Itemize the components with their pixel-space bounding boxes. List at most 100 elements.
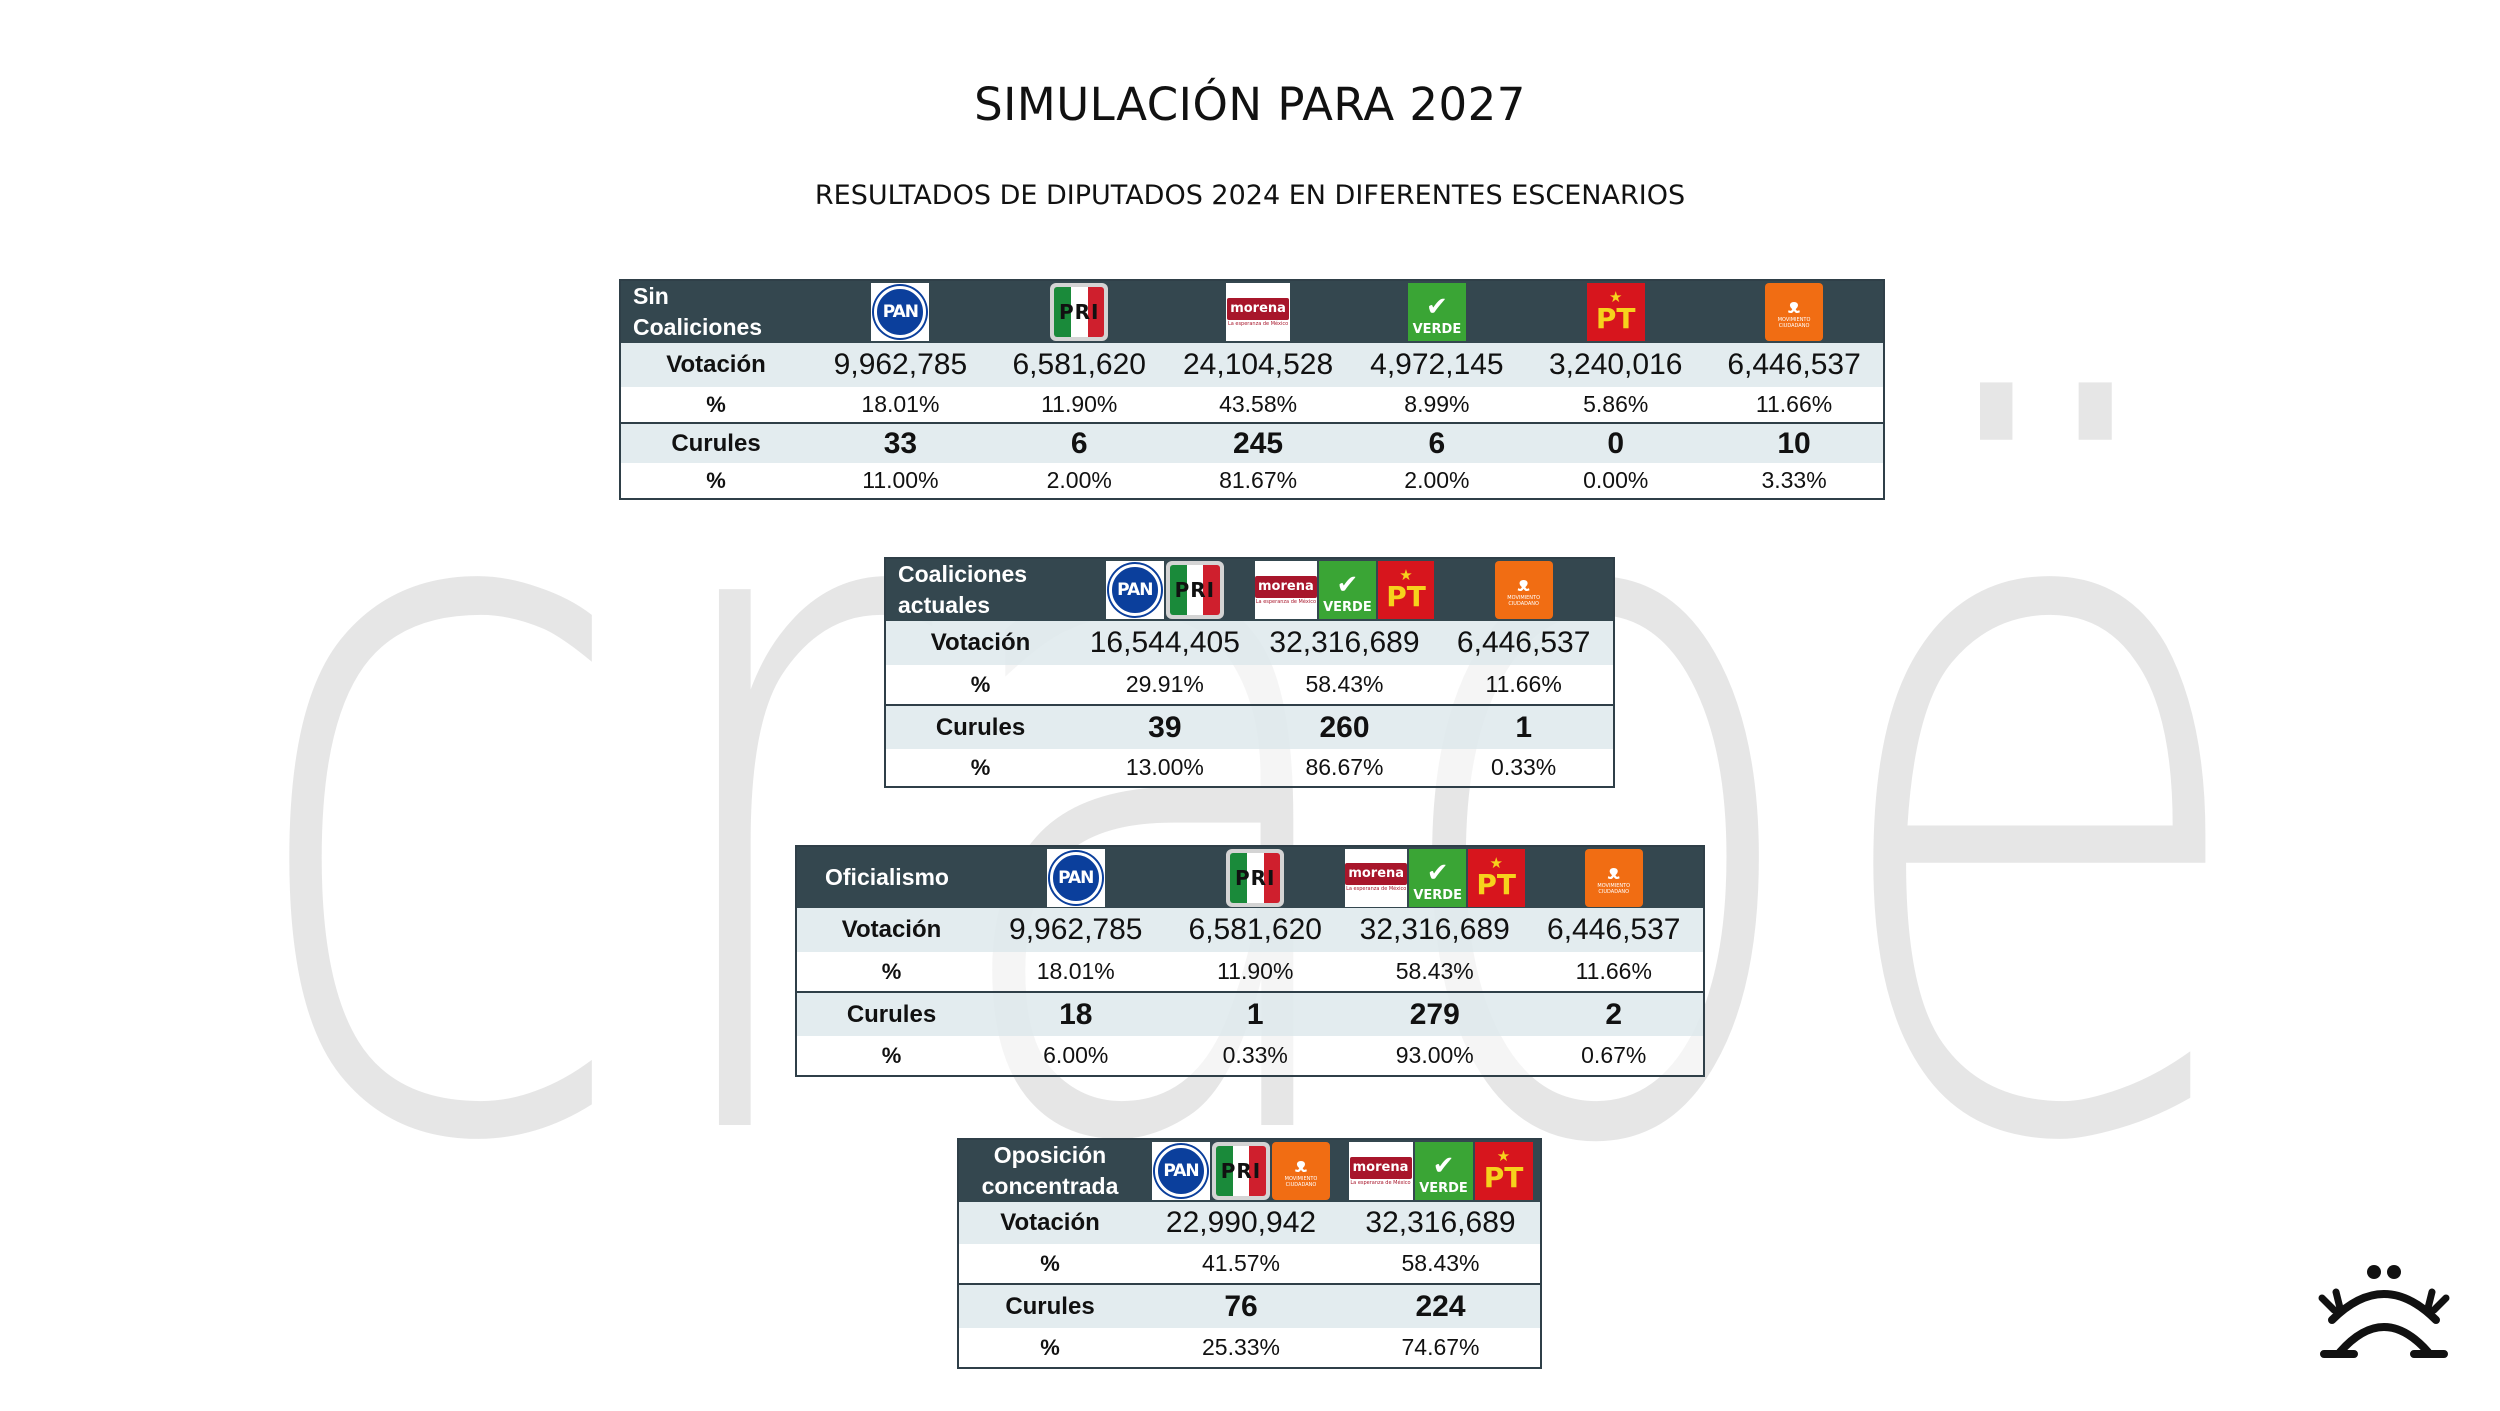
party-logo-cell: ᴥ MOVIMIENTO CIUDADANO	[1434, 558, 1614, 621]
votes-value: 32,316,689	[1345, 908, 1525, 952]
seats-value: 33	[811, 422, 990, 463]
pri-icon: PRI	[1050, 283, 1109, 341]
party-logo-group: ᴥ MOVIMIENTO CIUDADANO	[1434, 561, 1613, 619]
vote-pct-value: 41.57%	[1141, 1244, 1341, 1284]
table-row: % 11.00% 2.00% 81.67% 2.00% 0.00% 3.33%	[620, 463, 1884, 499]
pri-white-band	[1246, 852, 1264, 903]
party-logo-cell: PAN PRI ᴥ MOVIMIENTO CIUDADANO	[1141, 1139, 1341, 1202]
pan-label: PAN	[1049, 851, 1102, 904]
table-oficialismo: Oficialismo PAN PRI morena La esperanza d…	[795, 845, 1705, 1077]
pt-label: PT	[1386, 580, 1426, 613]
pan-icon: PAN	[1152, 1142, 1210, 1200]
votes-value: 9,962,785	[986, 908, 1166, 952]
mc-label: MOVIMIENTO CIUDADANO	[1507, 595, 1541, 607]
seat-pct-value: 2.00%	[989, 463, 1169, 499]
morena-icon: morena La esperanza de México	[1254, 561, 1318, 619]
party-logo-group: ★ PT	[1526, 283, 1705, 341]
seat-pct-value: 81.67%	[1168, 463, 1348, 499]
morena-label: morena	[1227, 297, 1290, 320]
seat-pct-value: 74.67%	[1341, 1328, 1541, 1368]
table-sin-coaliciones: Sin Coaliciones PAN PRI morena La esperan…	[619, 279, 1885, 500]
seat-pct-value: 2.00%	[1347, 463, 1527, 499]
pt-icon: ★ PT	[1474, 1142, 1533, 1200]
pan-label: PAN	[1108, 564, 1161, 616]
verde-label: VERDE	[1419, 1181, 1468, 1196]
party-logo-group: ✔ VERDE	[1347, 283, 1526, 341]
check-mark: ✔	[1426, 857, 1449, 888]
table-oposicion-concentrada: Oposición concentrada PAN PRI ᴥ MOVIMIENTO …	[957, 1138, 1542, 1369]
row-label-pct: %	[796, 952, 986, 992]
seat-pct-value: 0.33%	[1434, 749, 1614, 787]
row-label-pct: %	[620, 463, 811, 499]
vote-pct-value: 58.43%	[1254, 665, 1435, 705]
seats-value: 39	[1075, 704, 1255, 749]
party-logo-cell: PRI	[1165, 846, 1345, 908]
seat-pct-value: 0.33%	[1165, 1036, 1345, 1076]
mc-label: MOVIMIENTO CIUDADANO	[1284, 1176, 1318, 1188]
pri-icon: PRI	[1226, 848, 1285, 907]
row-label-pct: %	[620, 387, 811, 423]
morena-icon: morena La esperanza de México	[1348, 1142, 1413, 1200]
row-label-seats: Curules	[620, 422, 811, 463]
party-logo-cell: ✔ VERDE	[1347, 280, 1527, 343]
pri-white-band	[1186, 565, 1204, 615]
table-row: % 13.00% 86.67% 0.33%	[885, 749, 1614, 787]
pri-label: PRI	[1174, 578, 1216, 602]
party-logo-cell: ᴥ MOVIMIENTO CIUDADANO	[1705, 280, 1884, 343]
seat-pct-value: 86.67%	[1254, 749, 1435, 787]
row-label-pct: %	[958, 1328, 1141, 1368]
pri-green-band	[1216, 1146, 1233, 1196]
eagle-icon: ᴥ	[1787, 294, 1801, 318]
pri-icon: PRI	[1212, 1142, 1270, 1200]
vote-pct-value: 11.90%	[989, 387, 1169, 423]
table-row: % 6.00% 0.33% 93.00% 0.67%	[796, 1036, 1704, 1076]
party-logo-cell: morena La esperanza de México ✔ VERDE ★ PT	[1345, 846, 1525, 908]
seats-value: 0	[1526, 422, 1706, 463]
votes-value: 9,962,785	[811, 343, 990, 387]
morena-tagline: La esperanza de México	[1350, 1179, 1411, 1186]
party-logo-cell: PAN	[986, 846, 1166, 908]
pt-label: PT	[1476, 867, 1517, 901]
party-logo-group: ᴥ MOVIMIENTO CIUDADANO	[1525, 848, 1704, 907]
seats-value: 76	[1141, 1283, 1341, 1328]
party-logo-cell: PAN	[811, 280, 990, 343]
check-mark: ✔	[1432, 1151, 1455, 1181]
seats-value: 1	[1434, 704, 1614, 749]
star-icon: ★	[1399, 566, 1413, 584]
seats-value: 6	[989, 422, 1169, 463]
morena-tagline: La esperanza de México	[1227, 320, 1289, 327]
table-row: Curules 33 6 245 6 0 10	[620, 422, 1884, 463]
table-row: % 25.33% 74.67%	[958, 1328, 1541, 1368]
votes-value: 6,446,537	[1524, 908, 1704, 952]
pri-green-band	[1054, 287, 1071, 337]
seat-pct-value: 13.00%	[1075, 749, 1255, 787]
scenario-title: Oposición concentrada	[958, 1139, 1141, 1202]
row-label-votes: Votación	[620, 343, 811, 387]
vote-pct-value: 58.43%	[1341, 1244, 1541, 1284]
table-coaliciones-actuales: Coaliciones actuales PAN PRI morena La esp…	[884, 557, 1615, 788]
verde-label: VERDE	[1413, 887, 1462, 903]
seat-pct-value: 0.67%	[1524, 1036, 1704, 1076]
pt-label: PT	[1483, 1161, 1524, 1194]
pri-label: PRI	[1220, 1159, 1262, 1183]
party-logo-group: PRI	[990, 283, 1169, 341]
pan-icon: PAN	[871, 283, 930, 341]
table-row: Votación 9,962,785 6,581,620 24,104,528 …	[620, 343, 1884, 387]
party-logo-group: morena La esperanza de México ✔ VERDE ★ PT	[1345, 848, 1525, 907]
pan-icon: PAN	[1046, 848, 1105, 907]
morena-icon: morena La esperanza de México	[1226, 283, 1291, 341]
pri-green-band	[1169, 565, 1187, 615]
mc-icon: ᴥ MOVIMIENTO CIUDADANO	[1765, 283, 1824, 341]
party-logo-cell: ★ PT	[1526, 280, 1706, 343]
vote-pct-value: 18.01%	[986, 952, 1166, 992]
vote-pct-value: 58.43%	[1345, 952, 1525, 992]
check-mark: ✔	[1336, 570, 1359, 600]
seat-pct-value: 3.33%	[1705, 463, 1884, 499]
seats-value: 10	[1705, 422, 1884, 463]
morena-label: morena	[1349, 1156, 1412, 1179]
votes-value: 32,316,689	[1341, 1202, 1541, 1244]
pt-icon: ★ PT	[1586, 283, 1645, 341]
table-row: % 41.57% 58.43%	[958, 1244, 1541, 1284]
seat-pct-value: 93.00%	[1345, 1036, 1525, 1076]
table-row: Votación 9,962,785 6,581,620 32,316,689 …	[796, 908, 1704, 952]
